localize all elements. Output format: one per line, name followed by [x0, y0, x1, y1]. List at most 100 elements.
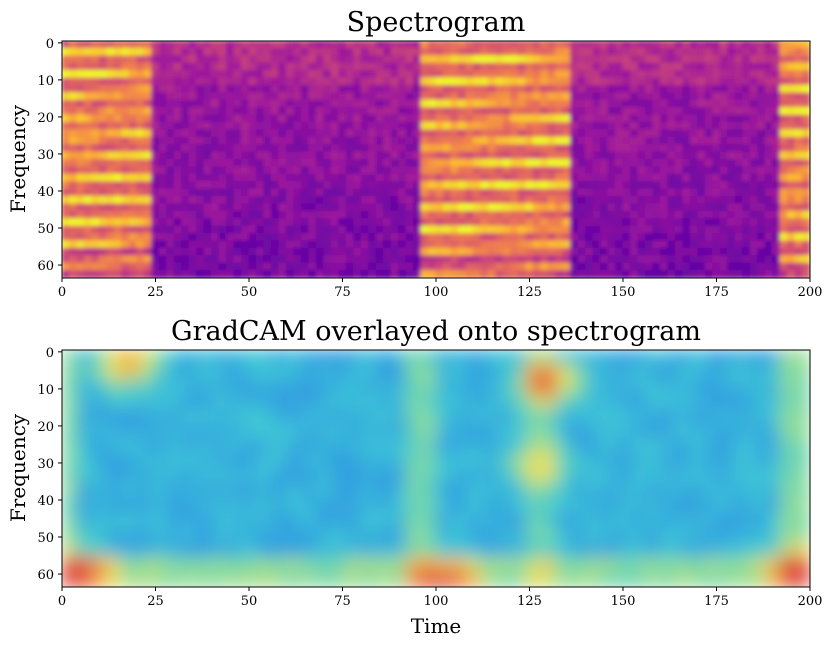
- heatmap-cell: [233, 233, 243, 242]
- heatmap-cell: [667, 62, 676, 72]
- heatmap-cell: [211, 92, 220, 101]
- heatmap-cell: [345, 233, 355, 242]
- heatmap-cell: [465, 62, 474, 72]
- heatmap-cell: [577, 70, 587, 79]
- heatmap-cell: [764, 350, 781, 366]
- heatmap-cell: [226, 41, 235, 49]
- heatmap-cell: [181, 144, 190, 153]
- heatmap-cell: [62, 364, 78, 381]
- heatmap-cell: [203, 62, 213, 72]
- heatmap-cell: [300, 203, 310, 212]
- heatmap-cell: [345, 159, 355, 168]
- heatmap-cell: [353, 47, 362, 57]
- heatmap-cell: [525, 438, 542, 455]
- heatmap-cell: [300, 62, 310, 72]
- heatmap-cell: [106, 408, 123, 425]
- heatmap-cell: [674, 47, 684, 57]
- heatmap-cell: [802, 70, 810, 79]
- heatmap-cell: [353, 247, 362, 257]
- heatmap-cell: [398, 114, 407, 123]
- heatmap-cell: [323, 47, 332, 57]
- heatmap-cell: [188, 151, 198, 160]
- heatmap-cell: [502, 136, 512, 146]
- heatmap-cell: [278, 270, 287, 278]
- heatmap-cell: [682, 144, 691, 153]
- heatmap-cell: [442, 188, 452, 198]
- heatmap-cell: [540, 188, 549, 198]
- heatmap-cell: [255, 482, 272, 499]
- heatmap-cell: [83, 196, 93, 205]
- heatmap-cell: [704, 497, 721, 514]
- heatmap-cell: [517, 151, 527, 160]
- heatmap-cell: [585, 77, 594, 86]
- heatmap-cell: [457, 173, 467, 183]
- heatmap-cell: [323, 114, 332, 123]
- heatmap-cell: [585, 240, 594, 249]
- heatmap-cell: [510, 151, 519, 160]
- heatmap-cell: [315, 482, 332, 499]
- heatmap-cell: [300, 151, 310, 160]
- heatmap-cell: [98, 210, 108, 220]
- heatmap-cell: [62, 144, 70, 153]
- heatmap-cell: [689, 99, 699, 109]
- y-tick-label: 10: [37, 383, 54, 398]
- heatmap-cell: [704, 262, 714, 272]
- heatmap-cell: [435, 233, 444, 242]
- heatmap-cell: [405, 262, 415, 272]
- heatmap-cell: [764, 393, 781, 410]
- heatmap-cell: [749, 151, 759, 160]
- heatmap-cell: [181, 99, 190, 109]
- heatmap-cell: [62, 379, 78, 395]
- heatmap-cell: [330, 233, 340, 242]
- heatmap-cell: [802, 107, 810, 116]
- heatmap-cell: [211, 255, 220, 264]
- heatmap-cell: [764, 233, 774, 242]
- heatmap-cell: [689, 468, 706, 484]
- heatmap-cell: [667, 247, 676, 257]
- heatmap-cell: [226, 218, 235, 227]
- heatmap-cell: [517, 70, 527, 79]
- heatmap-cell: [143, 121, 153, 131]
- heatmap-cell: [143, 144, 153, 153]
- heatmap-cell: [592, 151, 602, 160]
- heatmap-cell: [226, 188, 235, 198]
- heatmap-cell: [540, 512, 557, 529]
- heatmap-cell: [158, 210, 168, 220]
- heatmap-cell: [375, 247, 385, 257]
- heatmap-cell: [629, 166, 639, 175]
- heatmap-cell: [570, 408, 587, 425]
- heatmap-cell: [360, 144, 370, 153]
- heatmap-cell: [270, 379, 287, 395]
- heatmap-cell: [83, 233, 93, 242]
- heatmap-cell: [196, 151, 205, 160]
- heatmap-cell: [622, 84, 631, 94]
- heatmap-cell: [607, 99, 617, 109]
- heatmap-cell: [255, 166, 265, 175]
- heatmap-cell: [719, 159, 729, 168]
- heatmap-cell: [510, 453, 527, 469]
- heatmap-cell: [495, 218, 504, 227]
- heatmap-cell: [525, 188, 534, 198]
- heatmap-cell: [248, 144, 257, 153]
- heatmap-cell: [495, 210, 504, 220]
- heatmap-cell: [315, 136, 325, 146]
- heatmap-cell: [98, 62, 108, 72]
- heatmap-cell: [644, 270, 654, 278]
- heatmap-cell: [166, 196, 175, 205]
- heatmap-cell: [270, 77, 280, 86]
- heatmap-cell: [435, 393, 452, 410]
- heatmap-cell: [173, 121, 183, 131]
- heatmap-cell: [652, 77, 661, 86]
- heatmap-cell: [629, 423, 646, 440]
- heatmap-cell: [375, 181, 385, 190]
- heatmap-cell: [158, 77, 168, 86]
- heatmap-cell: [241, 151, 250, 160]
- heatmap-cell: [787, 55, 796, 64]
- heatmap-cell: [405, 233, 415, 242]
- heatmap-cell: [106, 84, 115, 94]
- heatmap-cell: [390, 364, 407, 381]
- heatmap-cell: [76, 408, 93, 425]
- heatmap-cell: [136, 408, 153, 425]
- heatmap-cell: [166, 233, 175, 242]
- heatmap-cell: [704, 196, 714, 205]
